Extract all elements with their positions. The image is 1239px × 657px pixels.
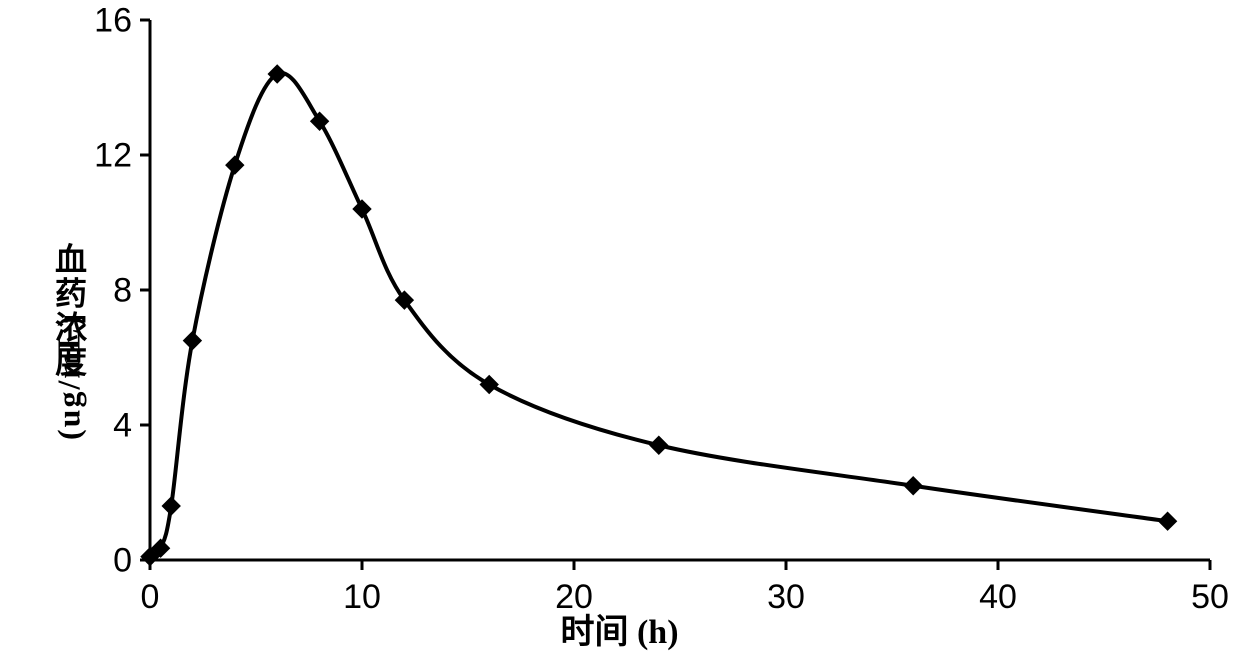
x-tick-label: 0 (141, 578, 160, 616)
data-marker (1159, 512, 1177, 530)
x-tick-label: 50 (1191, 578, 1229, 616)
data-marker (480, 376, 498, 394)
x-axis-label: 时间 (h) (560, 604, 678, 653)
x-tick-label: 40 (979, 578, 1017, 616)
y-tick-label: 0 (113, 541, 132, 579)
x-tick-label: 10 (343, 578, 381, 616)
data-line (150, 73, 1168, 557)
data-marker (311, 112, 329, 130)
y-axis-label-unit: (ug/mL) (51, 314, 88, 440)
y-tick-label: 16 (94, 1, 132, 39)
data-marker (226, 156, 244, 174)
data-marker (162, 497, 180, 515)
chart-svg: 010203040500481216 (0, 0, 1239, 657)
data-marker (353, 200, 371, 218)
data-marker (183, 332, 201, 350)
y-axis-label: 血药浓度(ug/mL) (6, 242, 132, 415)
data-marker (904, 477, 922, 495)
pk-line-chart: 血药浓度(ug/mL) 010203040500481216 时间 (h) (0, 0, 1239, 657)
data-marker (650, 436, 668, 454)
x-tick-label: 30 (767, 578, 805, 616)
y-tick-label: 12 (94, 136, 132, 174)
